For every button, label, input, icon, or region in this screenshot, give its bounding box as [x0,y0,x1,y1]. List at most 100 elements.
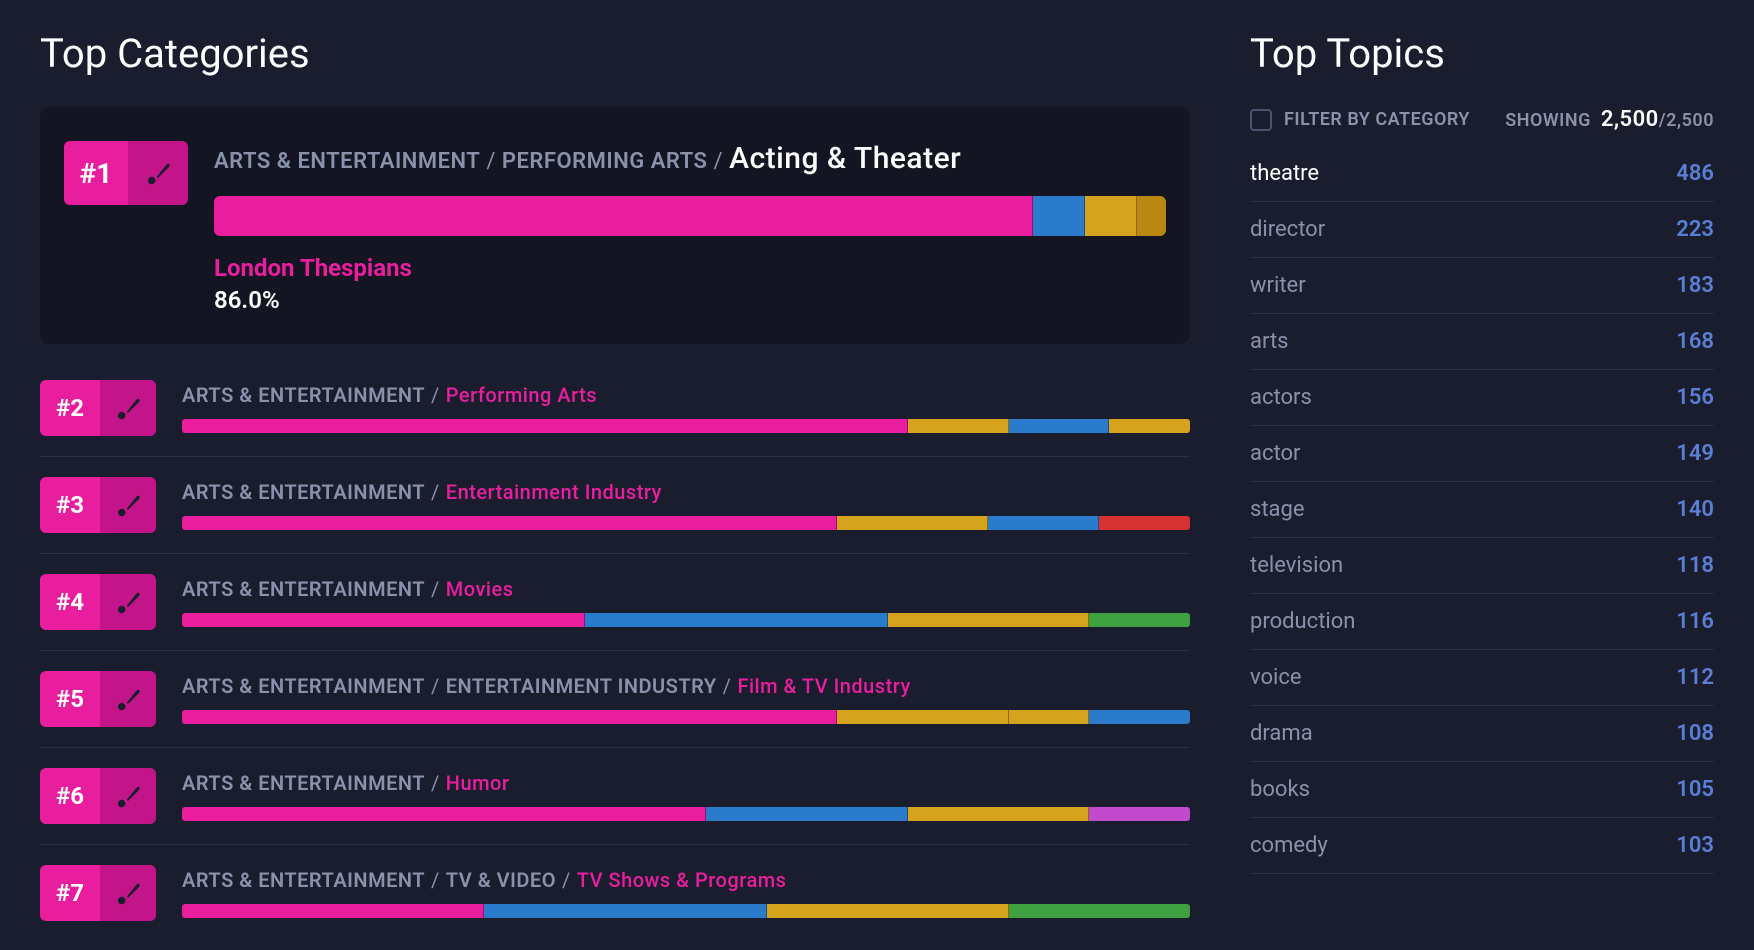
topic-count: 103 [1676,833,1714,858]
breadcrumb-segment: ARTS & ENTERTAINMENT [182,480,425,504]
featured-meta: London Thespians 86.0% [214,254,1166,314]
category-item[interactable]: #4 ARTS & ENTERTAINMENT/Movies [40,554,1190,651]
topic-row[interactable]: books 105 [1250,762,1714,818]
category-content: ARTS & ENTERTAINMENT/Humor [182,771,1190,821]
topic-name: actors [1250,385,1312,410]
rank-number: #1 [64,141,128,205]
breadcrumb-separator: / [431,771,440,795]
bar-segment [182,419,908,433]
filter-by-category[interactable]: FILTER BY CATEGORY [1250,109,1470,131]
breadcrumb-leaf: Performing Arts [446,383,597,407]
bar-segment [888,613,1090,627]
breadcrumb-separator: / [723,674,732,698]
breadcrumb: ARTS & ENTERTAINMENT/ENTERTAINMENT INDUS… [182,674,1190,698]
top-topics-title: Top Topics [1250,30,1714,77]
breadcrumb-separator: / [431,383,440,407]
filter-label: FILTER BY CATEGORY [1284,109,1470,130]
bar-segment [1089,710,1190,724]
bar-segment [1009,904,1190,918]
topic-name: writer [1250,273,1306,298]
bar-segment [214,196,1033,236]
bar-segment [1099,516,1190,530]
topics-list: theatre486director223writer183 arts 168 act… [1250,146,1714,874]
showing-current: 2,500 [1601,107,1659,132]
category-bar [182,516,1190,530]
bar-segment [837,516,988,530]
topic-row[interactable]: drama108 [1250,706,1714,762]
topic-name: comedy [1250,833,1328,858]
topic-name: arts [1250,329,1289,354]
breadcrumb-leaf: Humor [446,771,510,795]
topic-row[interactable]: actors156 [1250,370,1714,426]
rank-badge: #3 [40,477,156,533]
bar-segment [1089,807,1190,821]
brush-icon [100,574,156,630]
topic-row[interactable]: director223 [1250,202,1714,258]
topic-count: 486 [1676,161,1714,186]
topic-name: television [1250,553,1343,578]
categories-scroll[interactable]: #1 ARTS & ENTERTAINMENT/PERFORMING ARTS/… [40,107,1220,937]
topic-count: 149 [1676,441,1714,466]
topic-row[interactable]: stage140 [1250,482,1714,538]
featured-label: London Thespians [214,254,1166,282]
category-content: ARTS & ENTERTAINMENT/ENTERTAINMENT INDUS… [182,674,1190,724]
rank-number: #3 [40,477,100,533]
topic-count: 223 [1676,217,1714,242]
breadcrumb: ARTS & ENTERTAINMENT/Movies [182,577,1190,601]
topic-row[interactable]: arts 168 [1250,314,1714,370]
bar-segment [484,904,766,918]
category-item-featured[interactable]: #1 ARTS & ENTERTAINMENT/PERFORMING ARTS/… [40,107,1190,344]
topic-name: books [1250,777,1310,802]
topic-row[interactable]: actor 149 [1250,426,1714,482]
bar-segment [908,807,1089,821]
category-item[interactable]: #7 ARTS & ENTERTAINMENT/TV & VIDEO/TV Sho… [40,845,1190,937]
topic-count: 108 [1676,721,1714,746]
breadcrumb: ARTS & ENTERTAINMENT/PERFORMING ARTS/Act… [214,141,1166,176]
topic-count: 168 [1676,329,1714,354]
topic-row[interactable]: voice112 [1250,650,1714,706]
category-content: ARTS & ENTERTAINMENT/PERFORMING ARTS/Act… [214,141,1166,314]
topic-name: actor [1250,441,1300,466]
bar-segment [1089,613,1190,627]
topic-row[interactable]: theatre486 [1250,146,1714,202]
topic-count: 112 [1676,665,1714,690]
category-bar [182,419,1190,433]
brush-icon [100,768,156,824]
topic-row[interactable]: comedy 103 [1250,818,1714,874]
topic-count: 140 [1676,497,1714,522]
showing-count: SHOWING 2,500/2,500 [1505,107,1714,132]
top-categories-title: Top Categories [40,30,1220,77]
bar-segment [585,613,887,627]
breadcrumb-separator: / [431,674,440,698]
bar-segment [988,516,1099,530]
category-bar [182,904,1190,918]
breadcrumb-segment: ARTS & ENTERTAINMENT [182,577,425,601]
rank-badge: #4 [40,574,156,630]
breadcrumb-separator: / [431,868,440,892]
showing-total: 2,500 [1666,110,1714,131]
category-content: ARTS & ENTERTAINMENT/TV & VIDEO/TV Shows… [182,868,1190,918]
rank-number: #4 [40,574,100,630]
breadcrumb-leaf: Acting & Theater [729,141,961,176]
topics-header: FILTER BY CATEGORY SHOWING 2,500/2,500 [1250,107,1714,132]
category-item[interactable]: #6 ARTS & ENTERTAINMENT/Humor [40,748,1190,845]
topic-row[interactable]: television118 [1250,538,1714,594]
bar-segment [1009,419,1110,433]
topic-count: 105 [1676,777,1714,802]
showing-label: SHOWING [1505,110,1591,131]
checkbox-icon[interactable] [1250,109,1272,131]
rank-badge: #6 [40,768,156,824]
topic-row[interactable]: production116 [1250,594,1714,650]
category-item[interactable]: #5ARTS & ENTERTAINMENT/ENTERTAINMENT IND… [40,651,1190,748]
category-item[interactable]: #3ARTS & ENTERTAINMENT/Entertainment Ind… [40,457,1190,554]
category-item[interactable]: #2ARTS & ENTERTAINMENT/Performing Arts [40,360,1190,457]
bar-segment [1085,196,1137,236]
breadcrumb-leaf: Entertainment Industry [446,480,662,504]
bar-segment [908,419,1009,433]
breadcrumb-segment: ARTS & ENTERTAINMENT [182,868,425,892]
rank-badge: #2 [40,380,156,436]
topic-row[interactable]: writer183 [1250,258,1714,314]
bar-segment [182,807,706,821]
rank-number: #7 [40,865,100,921]
top-categories-panel: Top Categories #1 ARTS & ENTERTAINMENT/P… [0,0,1220,950]
